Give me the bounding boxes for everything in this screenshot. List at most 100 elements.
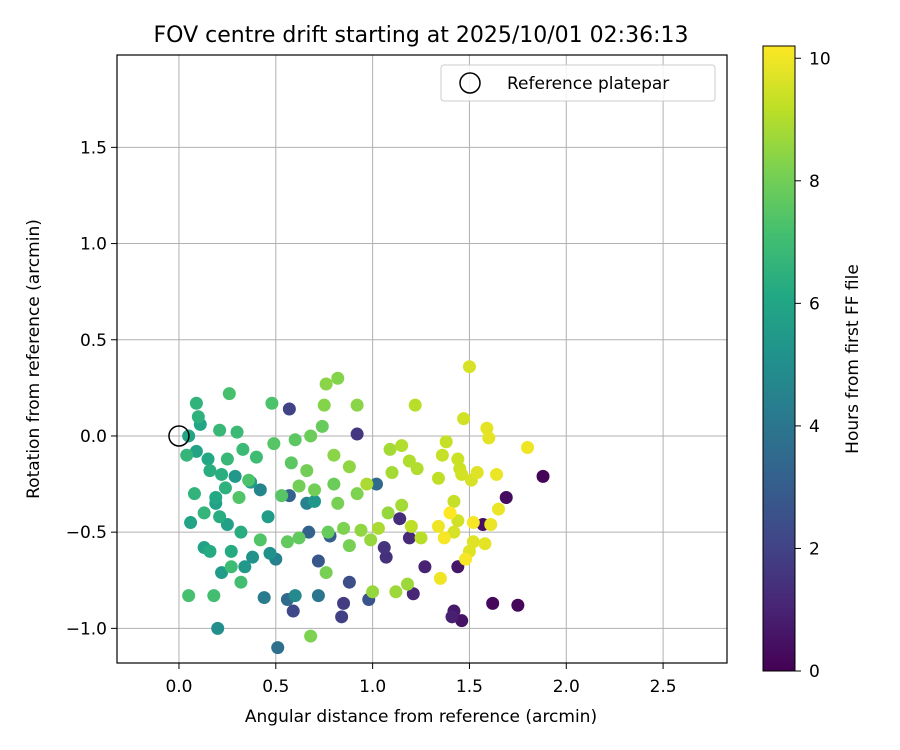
data-point — [331, 371, 345, 385]
data-point — [418, 560, 432, 574]
data-point — [321, 525, 335, 539]
x-tick-label: 0.5 — [262, 677, 289, 697]
data-point — [308, 494, 322, 508]
data-point — [383, 442, 397, 456]
data-point — [511, 598, 525, 612]
data-point — [406, 587, 420, 601]
data-point — [201, 452, 215, 466]
data-point — [414, 531, 428, 545]
y-tick-label: 0.0 — [80, 427, 107, 447]
data-point — [385, 466, 399, 480]
data-point — [308, 483, 322, 497]
data-point — [319, 377, 333, 391]
data-point — [408, 398, 422, 412]
colorbar-label: Hours from first FF file — [843, 264, 863, 454]
colorbar: 0 2 4 6 8 10 Hours from first FF file — [762, 45, 863, 682]
data-point — [300, 464, 314, 478]
data-point — [232, 491, 246, 505]
data-point — [311, 589, 325, 603]
data-point — [242, 473, 256, 487]
data-point — [189, 396, 203, 410]
colorbar-gradient — [762, 45, 796, 672]
data-point — [315, 419, 329, 433]
data-point — [462, 360, 476, 374]
data-point — [455, 467, 469, 481]
data-point — [288, 433, 302, 447]
data-point — [445, 610, 459, 624]
data-point — [288, 589, 302, 603]
data-point — [482, 431, 496, 445]
data-point — [319, 566, 333, 580]
data-point — [431, 519, 445, 533]
data-point — [304, 429, 318, 443]
data-point — [215, 467, 229, 481]
data-point — [236, 442, 250, 456]
data-point — [234, 575, 248, 589]
x-tick-label: 1.0 — [359, 677, 386, 697]
colorbar-tick-label: 0 — [809, 662, 820, 682]
data-point — [490, 467, 504, 481]
data-point — [213, 423, 227, 437]
data-point — [366, 585, 380, 599]
data-point — [499, 491, 513, 505]
data-point — [491, 502, 505, 516]
data-point — [342, 575, 356, 589]
data-point — [379, 550, 393, 564]
data-point — [536, 469, 550, 483]
data-point — [337, 596, 351, 610]
data-point — [410, 462, 424, 476]
colorbar-tick-label: 4 — [809, 417, 820, 437]
data-point — [249, 450, 263, 464]
legend-marker — [459, 72, 481, 94]
colorbar-tick-label: 10 — [809, 49, 831, 69]
data-point — [222, 387, 236, 401]
data-point — [350, 487, 364, 501]
data-point — [393, 512, 407, 526]
data-point — [197, 506, 211, 520]
data-point — [521, 441, 535, 455]
data-point — [466, 535, 480, 549]
data-point — [480, 421, 494, 435]
x-tick-label: 2.5 — [650, 677, 677, 697]
data-point — [457, 412, 471, 426]
data-point — [207, 589, 221, 603]
data-point — [209, 491, 223, 505]
data-point — [342, 539, 356, 553]
x-axis-ticks: 0.0 0.5 1.0 1.5 2.0 2.5 — [165, 663, 677, 697]
data-point — [187, 487, 201, 501]
x-tick-label: 1.5 — [456, 677, 483, 697]
data-point — [360, 477, 374, 491]
data-point — [470, 466, 484, 480]
data-point — [364, 533, 378, 547]
chart-title: FOV centre drift starting at 2025/10/01 … — [154, 23, 689, 48]
data-point — [257, 591, 271, 605]
data-point — [331, 496, 345, 510]
data-point — [284, 456, 298, 470]
legend-box — [440, 64, 716, 102]
data-point — [443, 506, 457, 520]
data-point — [350, 427, 364, 441]
data-point — [377, 541, 391, 555]
data-point — [431, 471, 445, 485]
grid — [117, 55, 727, 663]
data-point — [402, 531, 416, 545]
data-point — [218, 481, 232, 495]
data-point — [400, 577, 414, 591]
y-tick-label: 0.5 — [80, 331, 107, 351]
data-point — [447, 494, 461, 508]
data-point — [253, 483, 267, 497]
data-point — [459, 552, 473, 566]
data-point — [327, 477, 341, 491]
data-point — [234, 525, 248, 539]
data-point — [304, 629, 318, 643]
data-point — [433, 571, 447, 585]
data-point — [404, 519, 418, 533]
data-points — [180, 360, 550, 655]
data-point — [246, 550, 260, 564]
data-point — [253, 533, 267, 547]
data-point — [220, 452, 234, 466]
legend: Reference platepar — [440, 64, 716, 102]
data-point — [447, 525, 461, 539]
data-point — [263, 546, 277, 560]
